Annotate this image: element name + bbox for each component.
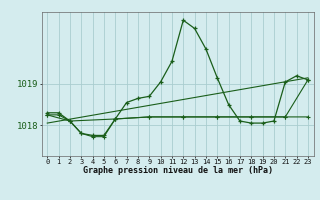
X-axis label: Graphe pression niveau de la mer (hPa): Graphe pression niveau de la mer (hPa) <box>83 166 273 175</box>
